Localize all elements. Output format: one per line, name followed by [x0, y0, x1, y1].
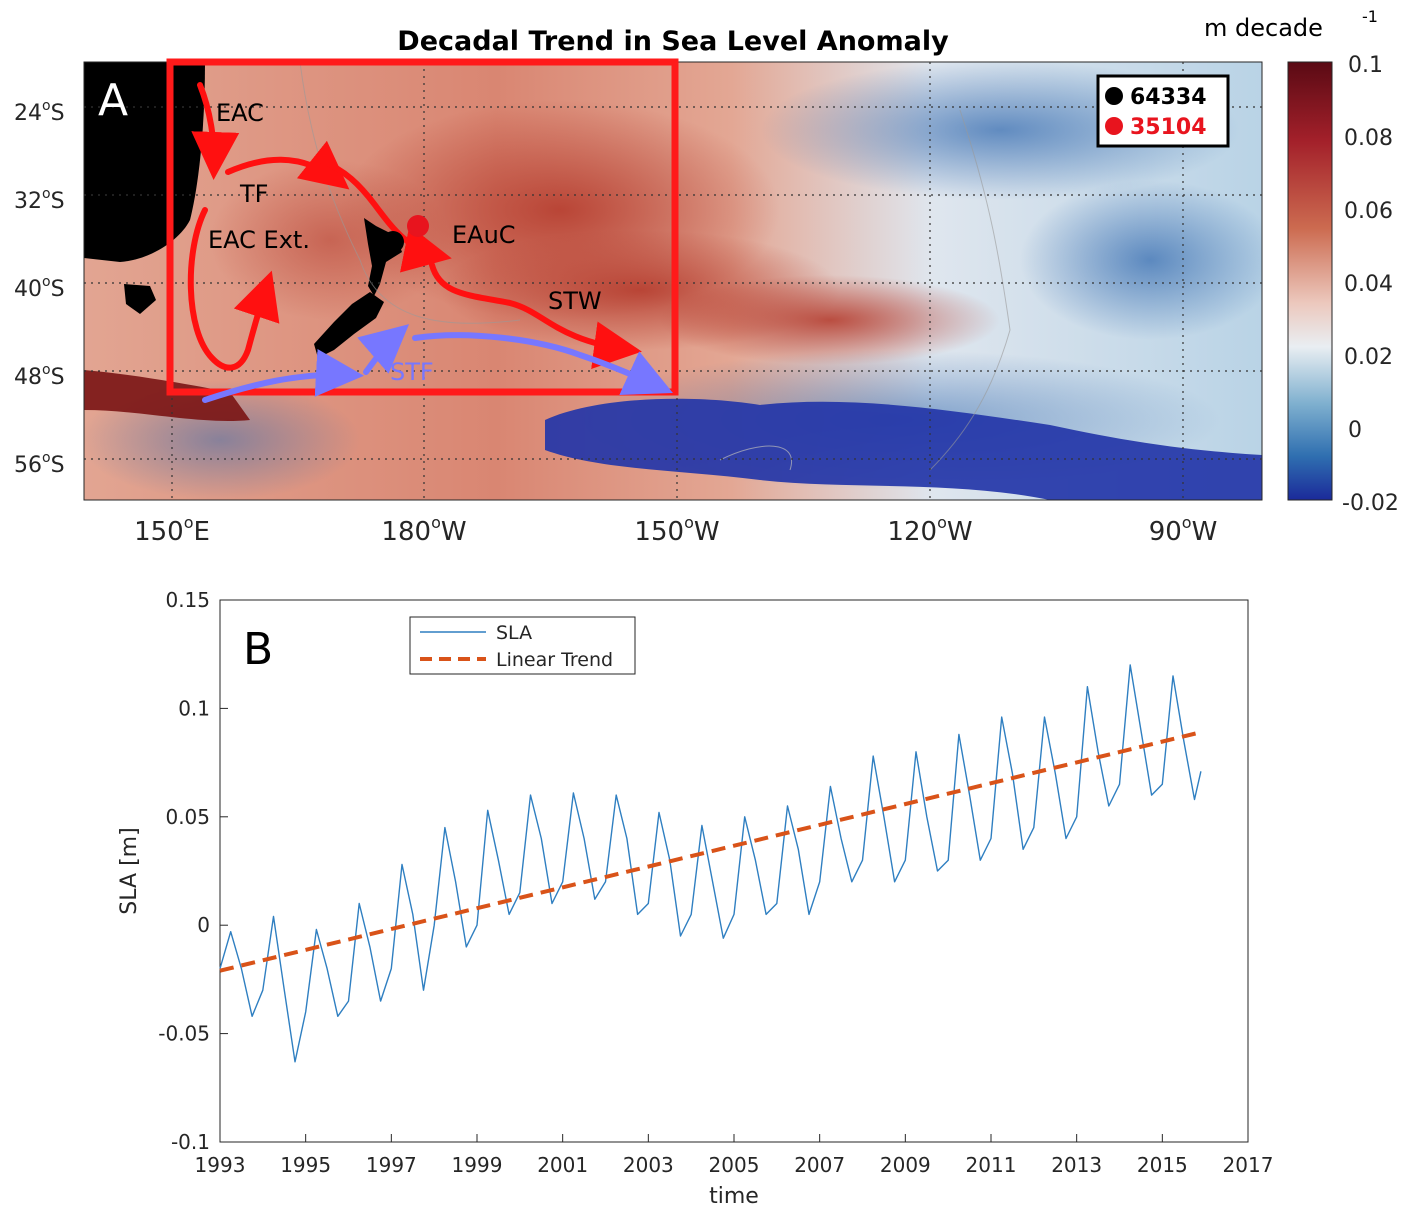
panel-a-title: Decadal Trend in Sea Level Anomaly [397, 26, 949, 57]
colorbar-tick: 0.02 [1344, 345, 1393, 370]
svg-text:150oW: 150oW [634, 513, 719, 547]
stw-label: STW [548, 287, 602, 315]
stw-arrow [429, 262, 642, 370]
colorbar-tick: 0 [1348, 418, 1362, 443]
eauc-arrow [317, 157, 452, 273]
x-tick-label: 1993 [195, 1153, 246, 1177]
x-tick-label: 2011 [966, 1153, 1017, 1177]
colorbar: 0.1 0.08 0.06 0.04 0.02 0 -0.02 [1287, 53, 1399, 516]
stf-arrow-east [412, 332, 673, 395]
legend-dot-64334 [1105, 87, 1123, 105]
eac-ext-arrow [187, 207, 280, 371]
colorbar-tick: -0.02 [1342, 491, 1399, 516]
colorbar-tick: 0.04 [1344, 272, 1393, 297]
sla-series-line [219, 664, 1202, 1063]
y-axis-label: SLA [m] [117, 827, 142, 914]
x-tick-label: 1997 [366, 1153, 417, 1177]
x-tick-label: 2007 [794, 1153, 845, 1177]
svg-text:48oS: 48oS [14, 362, 65, 390]
x-tick-label: 2013 [1051, 1153, 1102, 1177]
svg-text:24oS: 24oS [14, 98, 65, 126]
lat-tick-labels: 24oS 32oS 40oS 48oS 56oS [14, 98, 65, 478]
series-group [219, 664, 1202, 1063]
y-axis: -0.1 -0.05 0 0.05 0.1 0.15 [158, 588, 228, 1154]
tf-label: TF [239, 180, 268, 208]
colorbar-tick: 0.08 [1344, 126, 1393, 151]
eauc-label: EAuC [452, 221, 516, 249]
study-region-box [166, 58, 679, 396]
y-tick-label: 0.05 [165, 805, 210, 829]
y-tick-label: -0.1 [171, 1130, 210, 1154]
x-tick-label: 2009 [880, 1153, 931, 1177]
eac-ext-label: EAC Ext. [208, 226, 310, 254]
x-tick-label: 1995 [280, 1153, 331, 1177]
x-tick-label: 2017 [1223, 1153, 1274, 1177]
station-legend: 64334 35104 [1096, 74, 1230, 148]
station-35104-marker [407, 215, 429, 237]
x-tick-label: 2015 [1137, 1153, 1188, 1177]
lon-tick-labels: 150oE 180oW 150oW 120oW 90oW [134, 513, 1217, 547]
x-axis: 1993 1995 1997 1999 2001 2003 2005 2007 2009 2011… [195, 1134, 1274, 1177]
y-tick-label: 0 [197, 913, 210, 937]
x-tick-label: 2005 [709, 1153, 760, 1177]
stf-label: STF [390, 358, 434, 386]
sea-level-trend-map [84, 62, 1262, 500]
y-tick-label: -0.05 [158, 1022, 210, 1046]
linear-trend-line [219, 730, 1202, 973]
svg-text:32oS: 32oS [14, 186, 65, 214]
eac-arrow [191, 82, 240, 180]
x-tick-label: 2001 [537, 1153, 588, 1177]
legend-label-35104: 35104 [1130, 115, 1207, 140]
panel-b-label: B [243, 624, 273, 675]
svg-text:40oS: 40oS [14, 274, 65, 302]
svg-text:90oW: 90oW [1149, 513, 1218, 547]
colorbar-unit: m decade [1204, 14, 1323, 42]
y-tick-label: 0.1 [178, 696, 210, 720]
legend-label-64334: 64334 [1130, 85, 1207, 110]
svg-text:56oS: 56oS [14, 450, 65, 478]
station-64334-marker [382, 231, 404, 253]
tf-arrow [225, 140, 350, 190]
colorbar-unit-label: m decade -1 [1204, 7, 1378, 42]
colorbar-tick: 0.06 [1344, 199, 1393, 224]
stf-arrow-north [357, 324, 410, 375]
legend-dot-35104 [1105, 117, 1123, 135]
panel-b: B 1993 1995 1997 1999 2001 2003 2005 2007 2009 20… [117, 588, 1273, 1209]
panel-a-label: A [98, 75, 128, 126]
y-tick-label: 0.15 [165, 588, 210, 612]
colorbar-tick: 0.1 [1348, 53, 1383, 78]
legend-label-sla: SLA [496, 622, 532, 644]
svg-text:150oE: 150oE [134, 513, 210, 547]
current-arrows [187, 82, 673, 403]
legend-label-trend: Linear Trend [496, 649, 613, 671]
x-tick-label: 1999 [452, 1153, 503, 1177]
svg-text:180oW: 180oW [381, 513, 466, 547]
x-tick-label: 2003 [623, 1153, 674, 1177]
stf-arrow-west [202, 348, 364, 403]
eac-label: EAC [216, 99, 264, 127]
chart-legend: SLA Linear Trend [409, 616, 636, 675]
x-axis-label: time [709, 1184, 759, 1209]
plot-area [219, 599, 1249, 1143]
colorbar-unit-sup: -1 [1362, 7, 1378, 26]
panel-a: Decadal Trend in Sea Level Anomaly m dec… [14, 7, 1399, 547]
svg-text:120oW: 120oW [887, 513, 972, 547]
